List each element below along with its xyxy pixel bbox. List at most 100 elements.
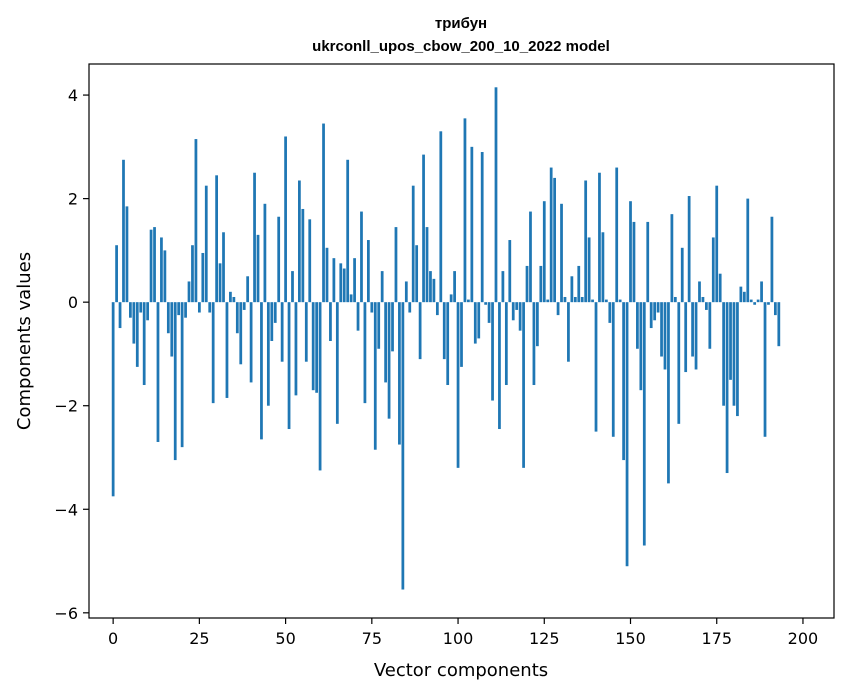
bar-1 <box>115 245 118 303</box>
bar-180 <box>732 302 736 406</box>
bar-134 <box>573 296 577 303</box>
bar-188 <box>760 281 763 303</box>
bar-50 <box>284 136 287 303</box>
bar-118 <box>518 302 522 331</box>
bar-39 <box>246 276 250 303</box>
bar-14 <box>160 237 163 303</box>
x-tick-label: 175 <box>701 629 732 648</box>
bar-146 <box>615 167 619 303</box>
bar-159 <box>660 302 663 357</box>
bar-21 <box>184 302 187 318</box>
bar-98 <box>449 294 453 303</box>
bar-137 <box>584 180 588 303</box>
bar-163 <box>673 296 677 303</box>
bar-32 <box>222 232 225 303</box>
bar-2 <box>118 302 122 329</box>
bar-33 <box>225 302 229 398</box>
bar-172 <box>705 302 708 310</box>
bar-54 <box>298 180 301 303</box>
bar-190 <box>767 302 770 305</box>
bar-112 <box>498 302 501 430</box>
bar-138 <box>587 237 591 303</box>
x-tick-label: 50 <box>275 629 295 648</box>
bar-49 <box>280 302 284 362</box>
bar-178 <box>725 302 729 474</box>
bar-116 <box>511 302 515 321</box>
bar-27 <box>204 185 208 303</box>
bar-62 <box>325 247 329 303</box>
bar-66 <box>339 263 343 303</box>
bar-135 <box>577 265 581 303</box>
bar-57 <box>308 219 312 303</box>
bar-17 <box>170 302 174 357</box>
bar-128 <box>553 177 557 303</box>
bar-18 <box>173 302 177 461</box>
bar-15 <box>163 250 167 303</box>
bar-174 <box>711 237 715 303</box>
bar-60 <box>318 302 322 471</box>
bar-34 <box>229 291 232 303</box>
plot-frame <box>88 63 835 619</box>
bar-145 <box>611 302 615 437</box>
bar-11 <box>149 229 153 303</box>
bar-87 <box>411 185 415 303</box>
bar-8 <box>139 302 143 313</box>
bar-4 <box>125 206 129 303</box>
bar-136 <box>580 296 584 303</box>
x-tick-label: 25 <box>189 629 209 648</box>
bar-69 <box>349 294 353 303</box>
bar-161 <box>667 302 670 484</box>
y-tick-label: 2 <box>68 190 78 209</box>
y-axis-label: Components values <box>14 252 35 430</box>
bar-9 <box>142 302 146 386</box>
bar-10 <box>146 302 150 321</box>
bar-192 <box>773 302 777 316</box>
bar-29 <box>211 302 215 404</box>
bar-45 <box>266 302 270 406</box>
bar-177 <box>722 302 726 406</box>
bar-79 <box>384 302 387 383</box>
bar-111 <box>494 87 498 303</box>
bar-179 <box>729 302 732 380</box>
bar-103 <box>467 299 470 303</box>
bar-102 <box>463 118 467 303</box>
chart-subtitle: ukrconll_upos_cbow_200_10_2022 model <box>312 38 610 55</box>
bar-113 <box>501 271 505 303</box>
bar-52 <box>291 271 294 303</box>
bar-53 <box>294 302 298 396</box>
x-tick-label: 125 <box>529 629 560 648</box>
y-axis-ticks: −6 −4 −2 0 2 4 <box>54 86 89 623</box>
bar-20 <box>180 302 184 448</box>
bar-185 <box>749 299 753 303</box>
x-tick-label: 0 <box>108 629 118 648</box>
bar-30 <box>215 175 218 303</box>
bar-26 <box>201 252 205 303</box>
bar-140 <box>594 302 598 432</box>
bar-139 <box>591 299 594 303</box>
bar-165 <box>680 247 684 303</box>
bar-96 <box>442 302 446 360</box>
x-axis-label: Vector components <box>374 660 548 681</box>
bar-37 <box>239 302 243 365</box>
bar-5 <box>129 302 132 318</box>
bar-124 <box>539 265 543 303</box>
bar-3 <box>122 159 125 303</box>
bar-127 <box>549 167 553 303</box>
bar-130 <box>560 203 563 303</box>
bar-115 <box>508 240 512 303</box>
bar-61 <box>322 123 325 303</box>
bar-94 <box>435 302 439 316</box>
bar-81 <box>391 302 394 352</box>
bar-181 <box>736 302 739 417</box>
bar-119 <box>522 302 525 468</box>
y-tick-label: −2 <box>54 397 78 416</box>
bar-92 <box>429 271 432 303</box>
x-axis-ticks: 0 25 50 75 100 125 150 175 200 <box>108 618 818 648</box>
bar-38 <box>242 302 246 310</box>
bar-108 <box>484 302 488 305</box>
bar-114 <box>504 302 508 386</box>
bar-88 <box>415 245 419 303</box>
bar-164 <box>677 302 681 424</box>
bar-155 <box>646 221 650 303</box>
